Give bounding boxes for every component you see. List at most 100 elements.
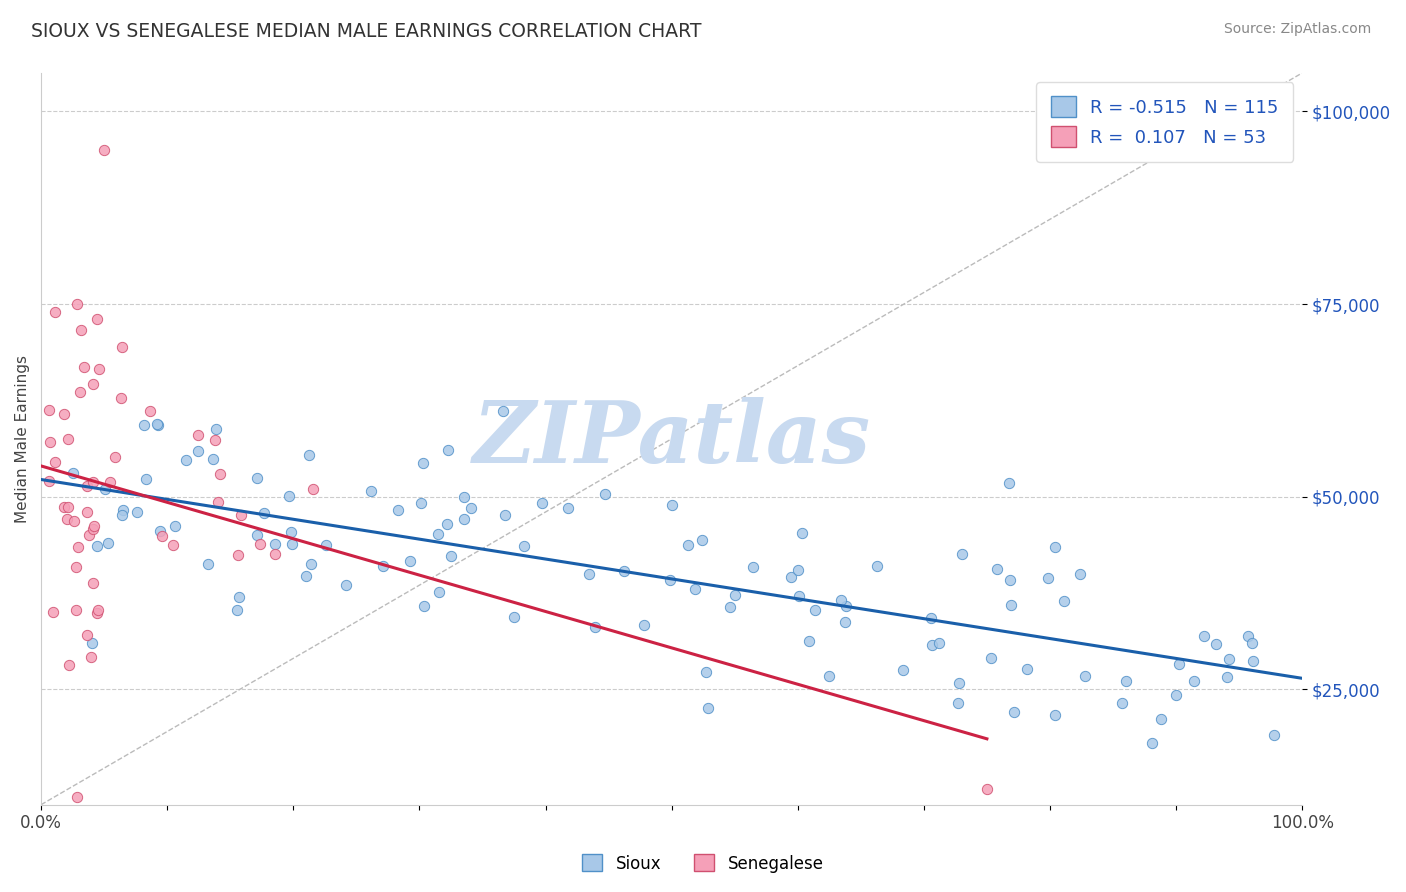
Point: [1000, 599, 1022, 613]
Point: [204, 422, 226, 436]
Point: [1205, 637, 1227, 651]
Point: [692, 533, 714, 547]
Point: [661, 498, 683, 512]
Point: [1182, 673, 1205, 688]
Point: [302, 483, 325, 497]
Point: [263, 547, 285, 561]
Point: [1241, 654, 1264, 668]
Point: [58, 657, 80, 672]
Point: [1004, 706, 1026, 720]
Point: [513, 539, 536, 553]
Point: [427, 584, 450, 599]
Point: [436, 442, 458, 457]
Point: [920, 611, 942, 625]
Point: [803, 603, 825, 617]
Point: [187, 443, 209, 458]
Point: [111, 340, 134, 354]
Point: [82, 522, 104, 536]
Point: [1263, 727, 1285, 741]
Point: [891, 663, 914, 677]
Point: [799, 634, 821, 648]
Point: [86, 312, 108, 326]
Point: [174, 453, 197, 467]
Point: [70, 323, 93, 337]
Point: [1036, 571, 1059, 585]
Point: [387, 502, 409, 516]
Point: [360, 483, 382, 498]
Point: [741, 560, 763, 574]
Point: [44, 304, 66, 318]
Point: [150, 529, 173, 543]
Point: [718, 599, 741, 614]
Point: [207, 495, 229, 509]
Point: [412, 599, 434, 614]
Point: [830, 592, 852, 607]
Point: [94, 483, 117, 497]
Point: [201, 451, 224, 466]
Point: [633, 618, 655, 632]
Point: [986, 562, 1008, 576]
Point: [976, 782, 998, 797]
Point: [132, 417, 155, 432]
Point: [494, 508, 516, 523]
Text: Source: ZipAtlas.com: Source: ZipAtlas.com: [1223, 22, 1371, 37]
Point: [998, 574, 1021, 588]
Point: [38, 434, 60, 449]
Point: [412, 456, 434, 470]
Point: [228, 590, 250, 604]
Point: [613, 565, 636, 579]
Point: [226, 603, 249, 617]
Point: [89, 361, 111, 376]
Text: SIOUX VS SENEGALESE MEDIAN MALE EARNINGS CORRELATION CHART: SIOUX VS SENEGALESE MEDIAN MALE EARNINGS…: [31, 22, 702, 41]
Point: [149, 524, 172, 538]
Point: [280, 524, 302, 539]
Point: [980, 650, 1002, 665]
Point: [65, 603, 87, 617]
Point: [948, 675, 970, 690]
Point: [277, 489, 299, 503]
Point: [921, 638, 943, 652]
Point: [86, 539, 108, 553]
Point: [163, 518, 186, 533]
Point: [79, 528, 101, 542]
Point: [62, 467, 84, 481]
Point: [998, 475, 1021, 490]
Point: [246, 527, 269, 541]
Point: [1140, 736, 1163, 750]
Point: [197, 557, 219, 571]
Point: [139, 403, 162, 417]
Point: [98, 475, 121, 490]
Point: [53, 407, 76, 421]
Point: [86, 606, 108, 620]
Point: [76, 505, 98, 519]
Point: [226, 548, 249, 562]
Legend: R = -0.515   N = 115, R =  0.107   N = 53: R = -0.515 N = 115, R = 0.107 N = 53: [1036, 82, 1294, 161]
Point: [252, 506, 274, 520]
Point: [492, 403, 515, 417]
Point: [204, 433, 226, 447]
Point: [229, 508, 252, 523]
Point: [685, 582, 707, 596]
Point: [249, 537, 271, 551]
Point: [87, 603, 110, 617]
Point: [659, 573, 682, 587]
Point: [82, 575, 104, 590]
Point: [56, 500, 79, 514]
Point: [299, 557, 322, 571]
Point: [950, 547, 973, 561]
Point: [63, 514, 86, 528]
Point: [44, 455, 66, 469]
Point: [440, 549, 463, 563]
Point: [724, 588, 747, 602]
Point: [38, 403, 60, 417]
Point: [1150, 712, 1173, 726]
Point: [695, 665, 717, 679]
Point: [209, 467, 232, 481]
Point: [80, 636, 103, 650]
Point: [127, 505, 149, 519]
Point: [146, 417, 169, 431]
Point: [97, 536, 120, 550]
Point: [246, 471, 269, 485]
Point: [503, 609, 526, 624]
Point: [1218, 652, 1240, 666]
